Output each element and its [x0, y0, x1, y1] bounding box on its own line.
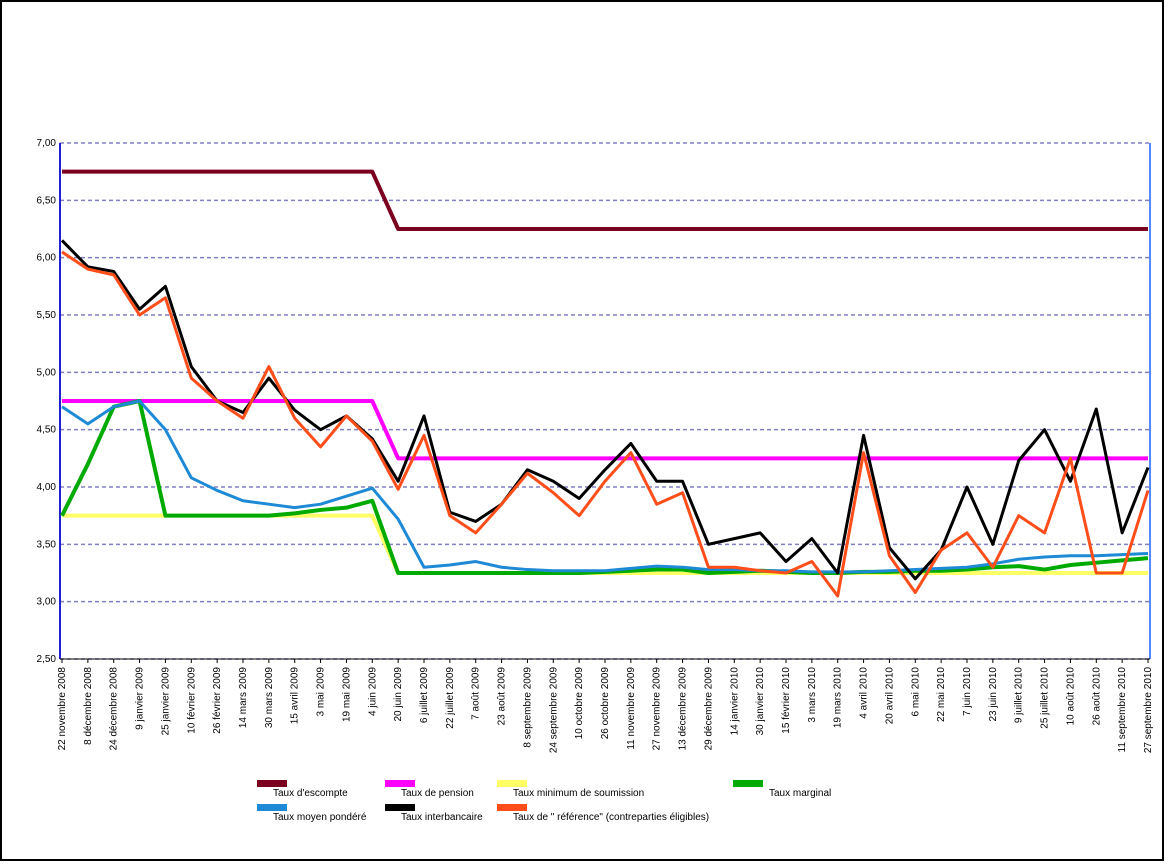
x-tick-label: 25 juillet 2010	[1040, 667, 1051, 729]
x-tick-label: 27 novembre 2009	[652, 667, 663, 751]
y-tick-label: 3,00	[37, 597, 57, 608]
series-line	[61, 399, 1149, 574]
x-tick-label: 24 septembre 2009	[548, 667, 559, 754]
y-tick-label: 3,50	[37, 539, 57, 550]
x-tick-label: 23 août 2009	[497, 667, 508, 726]
x-tick-label: 15 février 2010	[781, 667, 792, 734]
legend-swatch	[257, 804, 287, 811]
legend-swatch	[385, 780, 415, 787]
y-tick-label: 4,50	[37, 425, 57, 436]
x-tick-label: 22 mai 2010	[936, 667, 947, 722]
x-tick-label: 8 septembre 2009	[522, 667, 533, 748]
x-tick-label: 26 août 2010	[1091, 667, 1102, 726]
x-tick-label: 26 février 2009	[212, 667, 223, 734]
x-tick-label: 6 mai 2010	[910, 667, 921, 717]
x-tick-label: 14 janvier 2010	[729, 667, 740, 736]
legend-swatch	[385, 804, 415, 811]
legend-label: Taux minimum de soumission	[513, 788, 644, 799]
x-tick-label: 30 janvier 2010	[755, 667, 766, 736]
x-tick-label: 4 juin 2009	[367, 667, 378, 716]
x-tick-label: 19 mai 2009	[341, 667, 352, 722]
legend-swatch	[497, 780, 527, 787]
x-tick-label: 10 octobre 2009	[574, 667, 585, 740]
y-tick-label: 6,00	[37, 253, 57, 264]
x-tick-label: 26 octobre 2009	[600, 667, 611, 740]
y-tick-label: 4,00	[37, 482, 57, 493]
x-tick-label: 23 juin 2010	[988, 667, 999, 722]
x-tick-label: 11 septembre 2010	[1117, 667, 1128, 753]
legend-label: Taux marginal	[769, 788, 831, 799]
x-tick-label: 7 août 2009	[471, 667, 482, 720]
legend-swatch	[257, 780, 287, 787]
x-tick-label: 14 mars 2009	[238, 667, 249, 729]
x-tick-label: 20 avril 2010	[884, 667, 895, 725]
x-tick-label: 10 février 2009	[186, 667, 197, 734]
legend-label: Taux interbancaire	[401, 812, 483, 823]
x-tick-label: 13 décembre 2009	[678, 667, 689, 751]
x-tick-label: 11 novembre 2009	[626, 667, 637, 750]
y-tick-label: 5,50	[37, 310, 57, 321]
x-tick-label: 27 septembre 2010	[1143, 667, 1154, 754]
legend-swatch	[497, 804, 527, 811]
x-tick-label: 3 mai 2009	[316, 667, 327, 717]
x-tick-label: 10 août 2010	[1065, 667, 1076, 726]
y-tick-label: 7,00	[37, 138, 57, 149]
x-tick-label: 19 mars 2010	[833, 667, 844, 729]
x-tick-label: 25 janvier 2009	[160, 667, 171, 736]
legend-label: Taux de pension	[401, 788, 474, 799]
x-tick-label: 22 juillet 2009	[445, 667, 456, 729]
series-line	[62, 169, 1148, 231]
x-tick-label: 29 décembre 2009	[703, 667, 714, 751]
y-tick-label: 2,50	[37, 654, 57, 665]
series-line	[61, 250, 1150, 598]
x-tick-label: 9 janvier 2009	[135, 667, 146, 730]
x-tick-label: 22 novembre 2008	[57, 667, 68, 751]
x-tick-label: 7 juin 2010	[962, 667, 973, 716]
legend-label: Taux d'escompte	[273, 788, 348, 799]
x-tick-label: 30 mars 2009	[264, 667, 275, 729]
y-tick-label: 6,50	[37, 195, 57, 206]
x-tick-label: 20 juin 2009	[393, 667, 404, 722]
x-tick-label: 4 avril 2010	[859, 667, 870, 719]
y-tick-label: 5,00	[37, 367, 57, 378]
x-tick-label: 8 décembre 2008	[83, 667, 94, 745]
x-tick-label: 3 mars 2010	[807, 667, 818, 723]
x-tick-label: 6 juillet 2009	[419, 667, 430, 724]
legend-label: Taux moyen pondéré	[273, 812, 367, 823]
x-tick-label: 9 juillet 2010	[1014, 667, 1025, 724]
series-line	[60, 239, 1150, 581]
series-line	[62, 399, 1148, 461]
x-tick-label: 15 avril 2009	[290, 667, 301, 725]
legend-label: Taux de " référence" (contreparties élig…	[513, 812, 709, 823]
legend-swatch	[733, 780, 763, 787]
x-tick-label: 24 décembre 2008	[109, 667, 120, 751]
